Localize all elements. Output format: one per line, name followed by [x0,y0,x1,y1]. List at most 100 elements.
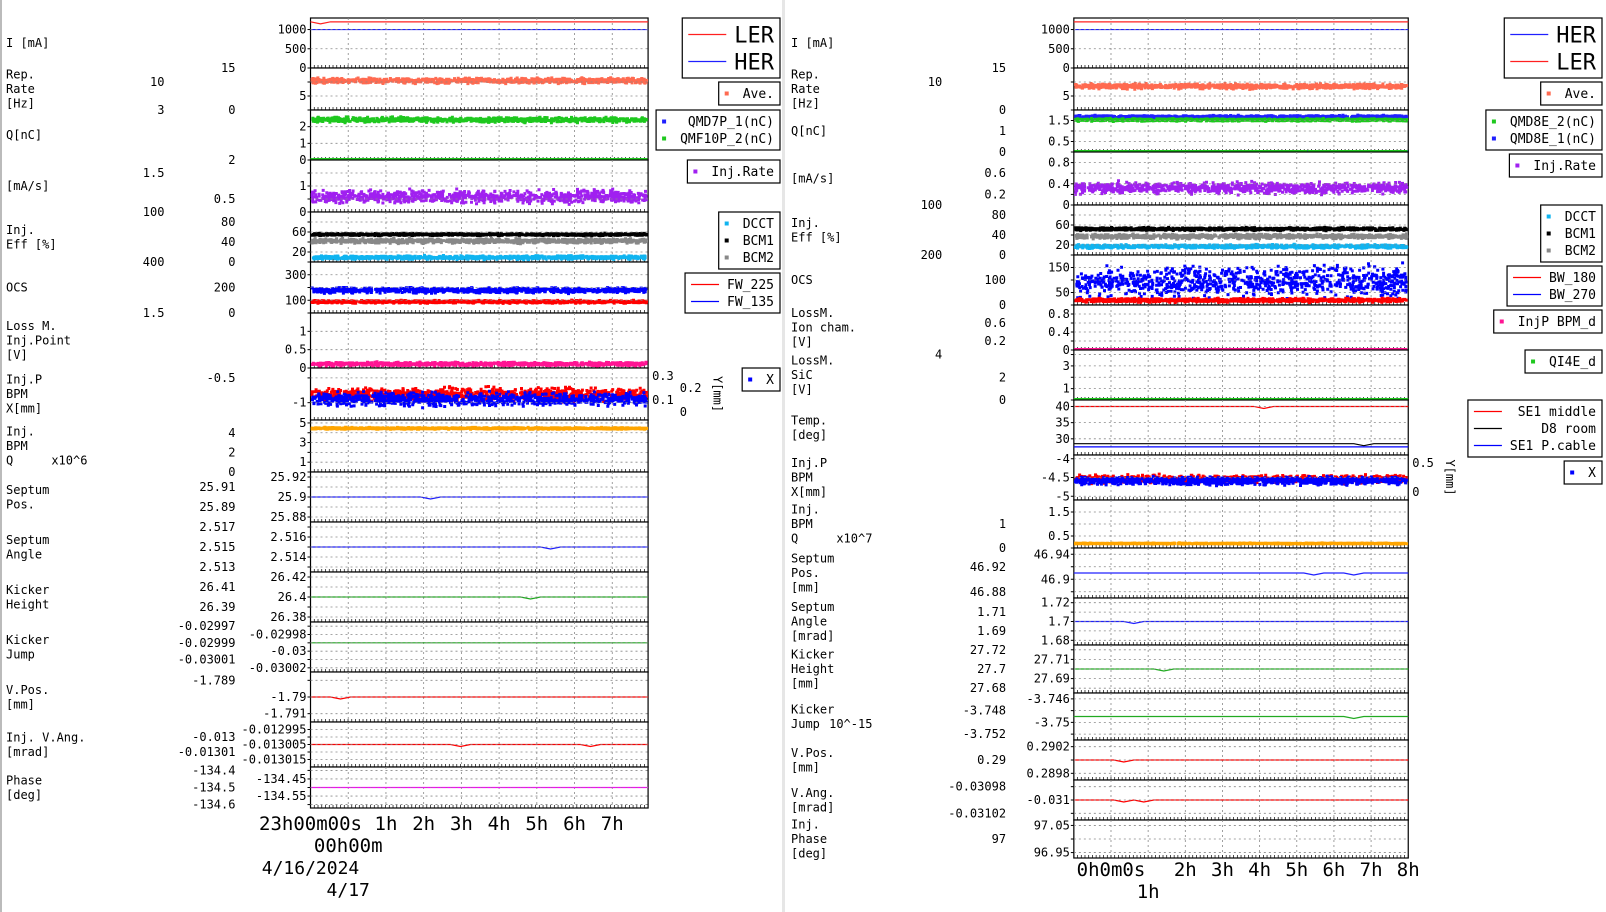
series-points [310,236,648,246]
legend-item[interactable]: HER [1556,23,1596,48]
legend: DCCT BCM1 BCM2 [1540,204,1603,263]
series-points [310,187,648,206]
legend-item[interactable]: QI4E_d [1549,355,1596,370]
legend-dot-swatch [1491,136,1496,141]
y-tick-label: 27.7 [977,662,1006,676]
legend: QMD7P_1(nC) QMF10P_2(nC) [655,109,781,151]
legend-dot-swatch [1546,91,1551,96]
y-tick-label: 97.05 [1034,818,1070,832]
legend-item[interactable]: QMD8E_2(nC) [1510,115,1596,130]
legend-item[interactable]: LER [1556,50,1596,75]
y-tick-label: -4.5 [1041,471,1070,485]
y-tick-label: 25.92 [270,470,306,484]
panel-frame [1073,304,1409,351]
y-tick-label: -4 [1055,452,1069,466]
date-label: 4/17 [327,880,370,901]
y-tick-label: 0.6 [984,166,1006,180]
y-tick-label: -0.02998 [249,628,307,642]
legend-dot-swatch [724,255,729,260]
right-tick-label: 0 [680,405,687,419]
axis-exponent: x10^6 [51,454,87,468]
legend-item[interactable]: QMD7P_1(nC) [688,115,774,130]
y-axis-label: Inj.Point [6,334,71,348]
y-tick-label: 150 [1048,261,1070,275]
legend-item[interactable]: FW_135 [727,295,774,310]
panel: I [mA] [791,17,1409,69]
legend-box [681,17,781,79]
legend-item[interactable]: BW_270 [1549,288,1596,303]
y-axis-label: Septum [791,552,834,566]
y-axis-label: Kicker [6,633,49,647]
legend-item[interactable]: DCCT [1565,210,1596,225]
y-axis-label: [deg] [791,847,827,861]
right-axis-label: Y[mm] [710,376,724,412]
legend-dot-swatch [724,238,729,243]
y-axis-label: Septum [6,533,49,547]
y-tick-label: -0.03098 [948,780,1006,794]
x-tick-label: 6h [563,813,586,835]
y-axis-label: Loss M. [6,319,57,333]
legend-dot-swatch [724,221,729,226]
y-axis-label: [deg] [791,428,827,442]
legend-item[interactable]: Inj.Rate [1533,159,1596,174]
legend-item[interactable]: LER [734,23,774,48]
series-trace [1073,443,1409,447]
legend-item[interactable]: Ave. [743,87,774,102]
y-tick-label: 46.9 [1041,572,1070,586]
x-tick-label: 23h00m00s [259,813,362,835]
legend-item[interactable]: BCM2 [1565,244,1596,259]
legend-item[interactable]: BCM1 [743,234,774,249]
y-tick-label: 20 [292,245,306,259]
y-tick-label: -3.75 [1034,715,1070,729]
panel: Rep.Rate[Hz] [6,67,649,111]
y-tick-label: 0.8 [1048,307,1070,321]
y-tick-label: 60 [292,225,306,239]
legend-item[interactable]: HER [734,50,774,75]
legend-item[interactable]: BCM2 [743,251,774,266]
legend-item[interactable]: D8 room [1541,422,1596,437]
x-tick-label: 7h [1360,859,1383,881]
y-axis-label: Septum [791,600,834,614]
y-tick-label: 0 [1063,343,1070,357]
y-tick-label: -134.4 [192,763,235,777]
y-tick-label: 2 [999,370,1006,384]
y-tick-label: -0.031 [1026,793,1069,807]
legend-item[interactable]: BW_180 [1549,271,1596,286]
legend: InjP BPM_d [1493,309,1603,334]
y-tick-label: 0 [999,103,1006,117]
legend-item[interactable]: QMD8E_1(nC) [1510,132,1596,147]
y-axis-label: Rate [791,82,820,96]
y-tick-label: 0 [299,61,306,75]
legend-item[interactable]: SE1 P.cable [1510,439,1596,454]
legend-item[interactable]: X [766,373,774,388]
y-tick-label: -1.789 [192,673,235,687]
y-axis-label: Pos. [6,497,35,511]
legend-item[interactable]: DCCT [743,217,774,232]
y-tick-label: 0.4 [1048,177,1070,191]
y-tick-label: -3.746 [1026,692,1069,706]
x-tick-label: 1h [1137,881,1160,903]
legend-item[interactable]: FW_225 [727,278,774,293]
y-tick-label: -0.03102 [948,806,1006,820]
y-axis-label: [V] [791,335,813,349]
series-points [1074,116,1409,123]
legend-item[interactable]: Inj.Rate [711,165,774,180]
right-axis-label: Y[mm] [1443,459,1457,495]
panel: Q[nC] [791,109,1409,153]
panel: Inj.Eff [%] [6,211,649,263]
y-axis-label: [mA/s] [6,179,49,193]
x-tick-label: 5h [1285,859,1308,881]
x-tick-label: 4h [1248,859,1271,881]
legend-item[interactable]: BCM1 [1565,227,1596,242]
legend-item[interactable]: SE1 middle [1518,405,1596,420]
legend-item[interactable]: X [1588,466,1596,481]
y-tick-label: 100 [921,198,943,212]
legend-dot-swatch [693,169,698,174]
legend-item[interactable]: Ave. [1565,87,1596,102]
legend-item[interactable]: InjP BPM_d [1518,315,1596,330]
legend-item[interactable]: QMF10P_2(nC) [680,132,774,147]
y-axis-label: V.Pos. [791,746,834,760]
y-tick-label: 5 [1063,89,1070,103]
y-axis-label: Phase [791,832,827,846]
